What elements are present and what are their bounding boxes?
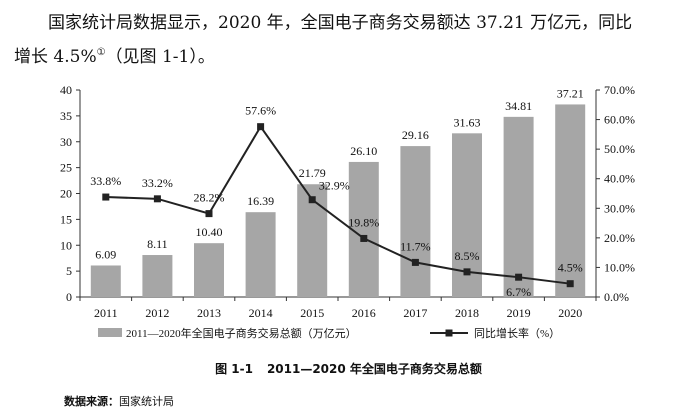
x-tick-label: 2012 xyxy=(145,306,169,320)
growth-rate-marker xyxy=(515,273,523,281)
right-tick-label: 30.0% xyxy=(604,201,635,215)
right-tick-label: 10.0% xyxy=(604,260,635,274)
growth-rate-marker xyxy=(411,258,419,266)
growth-rate-label: 33.2% xyxy=(142,176,173,190)
right-tick-label: 70.0% xyxy=(604,83,635,97)
x-tick-label: 2013 xyxy=(197,306,221,320)
legend-line-marker xyxy=(445,329,453,337)
x-tick-label: 2020 xyxy=(558,306,582,320)
bar-2011 xyxy=(90,265,121,297)
bar-2016 xyxy=(348,161,379,297)
left-tick-label: 0 xyxy=(66,290,72,304)
growth-rate-line xyxy=(105,124,571,285)
data-source-label: 数据来源： xyxy=(64,395,119,408)
data-source-value: 国家统计局 xyxy=(119,395,174,408)
legend-line-label: 同比增长率（%） xyxy=(474,326,560,340)
bar-value-label: 31.63 xyxy=(454,115,481,129)
growth-rate-label: 57.6% xyxy=(245,104,276,118)
figure-reference: （见图 1-1）。 xyxy=(105,47,215,67)
growth-rate-label: 11.7% xyxy=(400,239,431,253)
x-tick-label: 2011 xyxy=(94,306,118,320)
growth-rate-marker xyxy=(153,195,161,203)
bar-2020 xyxy=(555,104,586,297)
x-tick-label: 2016 xyxy=(352,306,376,320)
growth-rate-label: 33.8% xyxy=(90,174,121,188)
bar-value-label: 16.39 xyxy=(247,194,274,208)
bar-value-label: 10.40 xyxy=(196,225,223,239)
bar-2014 xyxy=(245,212,276,297)
x-tick-label: 2019 xyxy=(507,306,531,320)
left-tick-label: 25 xyxy=(60,161,72,175)
growth-rate-marker xyxy=(463,268,471,276)
left-tick-label: 40 xyxy=(60,83,72,97)
growth-rate-label: 32.9% xyxy=(319,179,350,193)
x-tick-label: 2014 xyxy=(249,306,273,320)
left-tick-label: 35 xyxy=(60,109,72,123)
right-tick-label: 40.0% xyxy=(604,172,635,186)
ecommerce-combo-chart: 0 5 10 15 20 25 30 35 40 0.0% 10.0% 20.0% 30.0% 40.0%… xyxy=(60,83,635,340)
right-tick-label: 60.0% xyxy=(604,113,635,127)
growth-rate-marker xyxy=(102,193,110,201)
data-source: 数据来源：国家统计局 xyxy=(64,393,174,409)
growth-rate-label: 28.2% xyxy=(194,191,225,205)
x-tick-label: 2015 xyxy=(300,306,324,320)
growth-rate-label: 4.5% xyxy=(558,261,583,275)
legend-bar-swatch xyxy=(98,328,122,337)
right-tick-label: 50.0% xyxy=(604,142,635,156)
figure-title: 2011—2020 年全国电子商务交易总额 xyxy=(266,362,482,376)
left-tick-label: 30 xyxy=(60,135,72,149)
paragraph-line-1: 国家统计局数据显示，2020 年，全国电子商务交易额达 37.21 万亿元，同比 xyxy=(48,13,633,33)
growth-text: 增长 4.5% xyxy=(14,47,97,67)
bar-value-label: 8.11 xyxy=(147,237,168,251)
bar-value-label: 34.81 xyxy=(505,99,532,113)
bar-value-label: 21.79 xyxy=(299,166,326,180)
left-tick-label: 15 xyxy=(60,212,72,226)
left-tick-label: 5 xyxy=(66,264,72,278)
growth-rate-marker xyxy=(566,280,574,288)
bar-value-label: 6.09 xyxy=(95,247,116,261)
paragraph-line-2: 增长 4.5%①（见图 1-1）。 xyxy=(14,38,689,72)
intro-paragraph: 国家统计局数据显示，2020 年，全国电子商务交易额达 37.21 万亿元，同比… xyxy=(14,8,689,72)
legend-bar-label: 2011—2020年全国电子商务交易总额（万亿元） xyxy=(126,326,357,340)
bar-2013 xyxy=(194,243,224,297)
bar-value-label: 26.10 xyxy=(350,144,377,158)
right-tick-label: 0.0% xyxy=(604,290,629,304)
x-tick-label: 2018 xyxy=(455,306,479,320)
bar-value-label: 37.21 xyxy=(557,86,584,100)
footnote-marker: ① xyxy=(96,47,106,58)
left-tick-label: 20 xyxy=(60,187,72,201)
bar-2012 xyxy=(142,255,173,297)
bar-value-label: 29.16 xyxy=(402,128,429,142)
figure-caption: 图 1-1 2011—2020 年全国电子商务交易总额 xyxy=(0,360,697,377)
figure-number: 图 1-1 xyxy=(215,362,253,376)
growth-rate-label: 19.8% xyxy=(348,215,379,229)
bar-2019 xyxy=(503,116,534,297)
right-tick-label: 20.0% xyxy=(604,231,635,245)
growth-rate-marker xyxy=(360,234,368,242)
growth-rate-label: 8.5% xyxy=(455,249,480,263)
x-tick-label: 2017 xyxy=(403,306,427,320)
growth-rate-label: 6.7% xyxy=(506,285,531,299)
bar-2017 xyxy=(400,146,431,297)
growth-rate-marker xyxy=(205,210,213,218)
growth-rate-marker xyxy=(308,196,316,204)
growth-rate-marker xyxy=(257,123,265,131)
left-tick-label: 10 xyxy=(60,238,72,252)
